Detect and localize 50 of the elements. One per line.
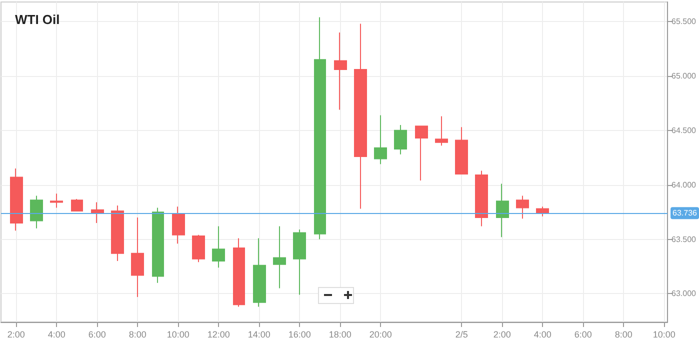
candlestick: [30, 195, 43, 229]
x-tick-label: 14:00: [248, 330, 270, 340]
candlestick: [374, 114, 387, 165]
candlestick: [91, 202, 104, 224]
candlestick: [233, 238, 245, 308]
x-tick-label: 16:00: [288, 330, 311, 340]
candlestick: [253, 238, 266, 308]
candlestick: [152, 207, 164, 284]
candlestick: [111, 205, 124, 262]
candlestick: [50, 193, 63, 208]
candlestick: [394, 124, 407, 155]
candlestick: [131, 217, 144, 298]
y-tick-label: 65.000: [672, 72, 697, 81]
y-tick-label: 65.500: [672, 17, 697, 26]
candlestick: [334, 32, 347, 110]
candlestick: [455, 126, 468, 174]
candlestick: [172, 206, 185, 244]
y-tick-label: 64.000: [672, 180, 697, 190]
x-tick-label: 12:00: [207, 330, 230, 340]
x-tick-label: 10:00: [166, 330, 190, 340]
x-tick-label: 2:00: [493, 330, 511, 340]
candlestick: [415, 126, 428, 182]
candlestick: [10, 168, 23, 232]
x-tick-label: 4:00: [48, 330, 66, 340]
candlestick: [293, 228, 306, 296]
candlestick: [71, 198, 83, 212]
candlestick: [314, 16, 326, 240]
x-tick-label: 6:00: [88, 330, 106, 340]
x-tick-label: 18:00: [328, 330, 352, 340]
candlestick: [435, 116, 448, 146]
candlestick: [273, 226, 286, 289]
x-tick-label: 8:00: [614, 330, 632, 340]
x-tick-label: 6:00: [574, 330, 592, 340]
y-tick-label: 63.500: [672, 234, 697, 244]
y-tick-label: 64.500: [672, 126, 697, 135]
x-tick-label: 2/5: [455, 330, 468, 340]
x-tick-label: 4:00: [534, 330, 552, 340]
candlestick: [475, 170, 488, 227]
candlestick: [212, 226, 225, 268]
candlestick: [354, 23, 367, 210]
y-tick-label: 63.000: [672, 289, 697, 298]
candlestick: [496, 183, 509, 238]
x-tick-label: 2:00: [7, 330, 25, 340]
candlestick: [192, 234, 205, 263]
ref-line-label: 63.736: [672, 208, 698, 218]
x-tick-label: 20:00: [369, 330, 392, 340]
x-tick-label: 10:00: [652, 330, 676, 340]
text: WTI Oil: [15, 12, 60, 27]
x-tick-label: 8:00: [128, 330, 146, 340]
candlestick: [516, 195, 529, 220]
